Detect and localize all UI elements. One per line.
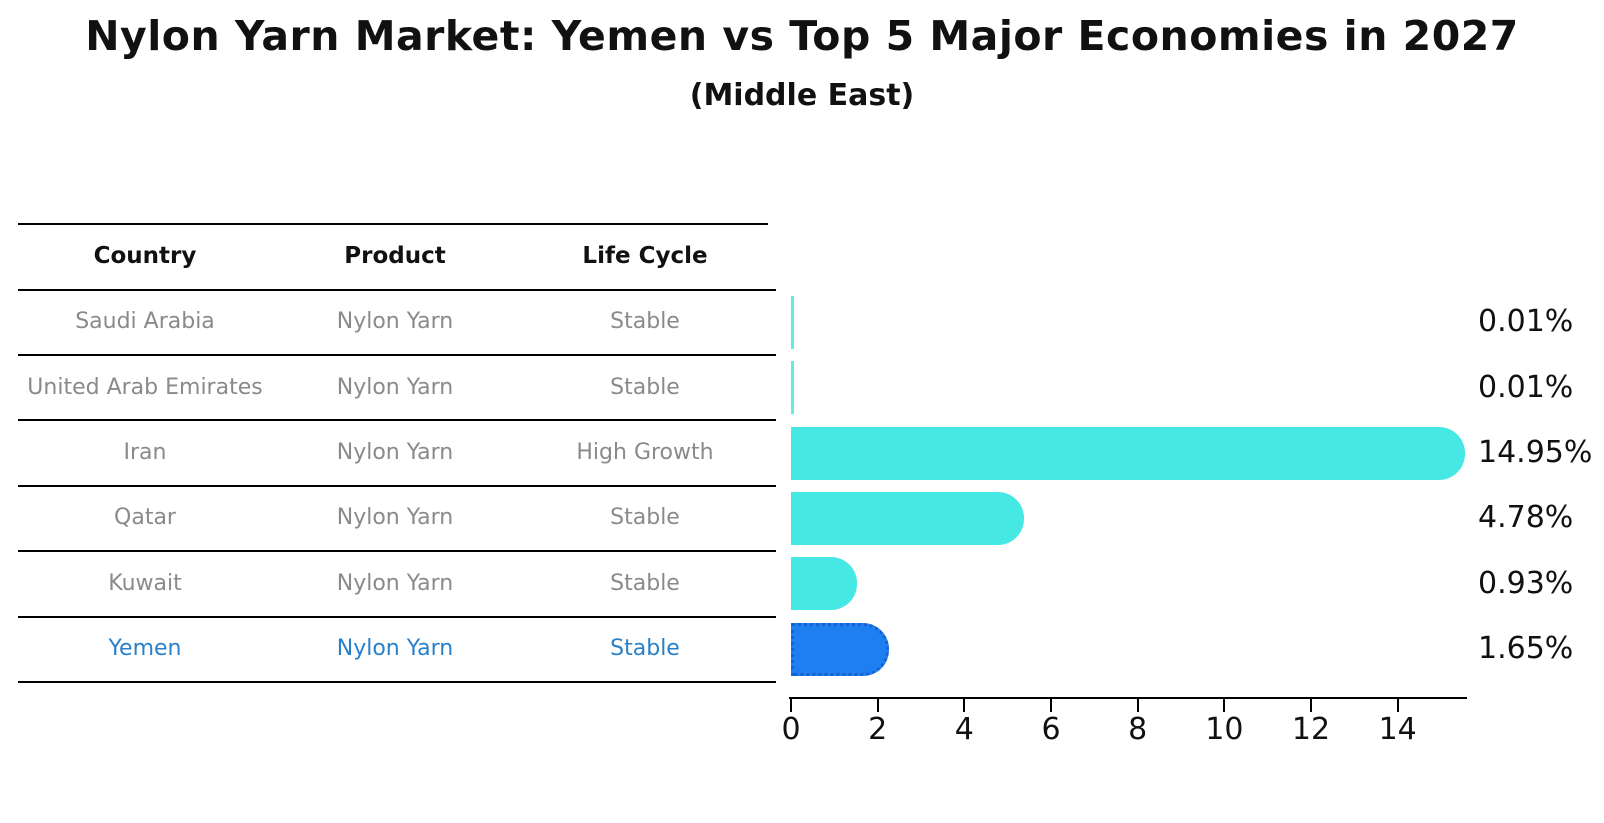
x-tick-mark	[1050, 699, 1052, 712]
y-tick-mark	[756, 353, 776, 356]
cell-lifecycle: Stable	[610, 570, 680, 596]
column-header-lifecycle: Life Cycle	[582, 243, 708, 269]
cell-country: United Arab Emirates	[27, 374, 263, 400]
bar-united-arab-emirates	[791, 361, 794, 415]
table-row-separator	[18, 615, 768, 618]
bar-value-label: 0.01%	[1478, 369, 1574, 405]
y-tick-mark	[756, 288, 776, 291]
column-header-product: Product	[344, 243, 446, 269]
x-tick-label: 6	[1041, 712, 1061, 747]
x-tick-label: 12	[1291, 712, 1331, 747]
bar-iran	[791, 426, 1465, 480]
cell-country: Yemen	[108, 636, 182, 662]
x-tick-label: 8	[1128, 712, 1148, 747]
cell-product: Nylon Yarn	[336, 309, 454, 335]
y-tick-mark	[756, 419, 776, 422]
x-tick-mark	[1136, 699, 1139, 712]
cell-product: Nylon Yarn	[336, 636, 454, 662]
x-axis-line	[789, 697, 1467, 699]
cell-lifecycle: High Growth	[576, 440, 714, 465]
x-tick-label: 4	[954, 712, 974, 747]
y-tick-mark	[756, 680, 776, 683]
x-tick-label: 10	[1205, 712, 1244, 747]
bar-kuwait	[791, 557, 857, 611]
x-tick-mark	[1310, 699, 1312, 712]
cell-lifecycle: Stable	[610, 636, 680, 662]
cell-lifecycle: Stable	[610, 374, 680, 400]
bar-value-label: 4.78%	[1478, 500, 1574, 536]
table-row-separator	[18, 680, 768, 683]
bar-highlight-yemen	[791, 622, 889, 676]
cell-product: Nylon Yarn	[336, 505, 454, 531]
cell-product: Nylon Yarn	[336, 570, 454, 596]
bar-qatar	[791, 491, 1024, 545]
bar-value-label: 0.01%	[1478, 304, 1574, 340]
x-tick-mark	[963, 699, 966, 712]
x-tick-label: 2	[868, 712, 888, 747]
x-tick-mark	[1223, 699, 1226, 712]
bar-saudi-arabia	[791, 295, 794, 349]
x-tick-mark	[790, 699, 792, 712]
cell-lifecycle: Stable	[610, 505, 680, 531]
y-tick-mark	[756, 550, 776, 553]
x-tick-label: 14	[1378, 712, 1417, 747]
column-header-country: Country	[93, 243, 197, 269]
table-row-separator	[18, 484, 768, 487]
x-tick-label: 0	[781, 712, 801, 747]
table-header-underline	[18, 289, 768, 291]
cell-product: Nylon Yarn	[336, 440, 454, 465]
cell-country: Kuwait	[108, 570, 182, 596]
cell-country: Saudi Arabia	[75, 309, 215, 335]
cell-country: Iran	[123, 440, 167, 465]
table-row-separator	[18, 353, 768, 356]
x-tick-mark	[1396, 699, 1399, 712]
cell-country: Qatar	[114, 505, 176, 531]
y-tick-mark	[756, 484, 776, 487]
table-row-separator	[18, 550, 768, 553]
y-tick-mark	[756, 615, 776, 618]
cell-product: Nylon Yarn	[336, 374, 454, 400]
x-tick-mark	[876, 699, 879, 712]
bar-value-label: 1.65%	[1478, 631, 1574, 667]
bar-value-label: 14.95%	[1478, 435, 1593, 470]
chart-subtitle: (Middle East)	[689, 78, 915, 113]
table-top-border	[18, 223, 768, 225]
table-row-separator	[18, 419, 768, 422]
chart-title: Nylon Yarn Market: Yemen vs Top 5 Major …	[85, 12, 1519, 60]
bar-value-label: 0.93%	[1478, 565, 1574, 601]
cell-lifecycle: Stable	[610, 309, 680, 335]
